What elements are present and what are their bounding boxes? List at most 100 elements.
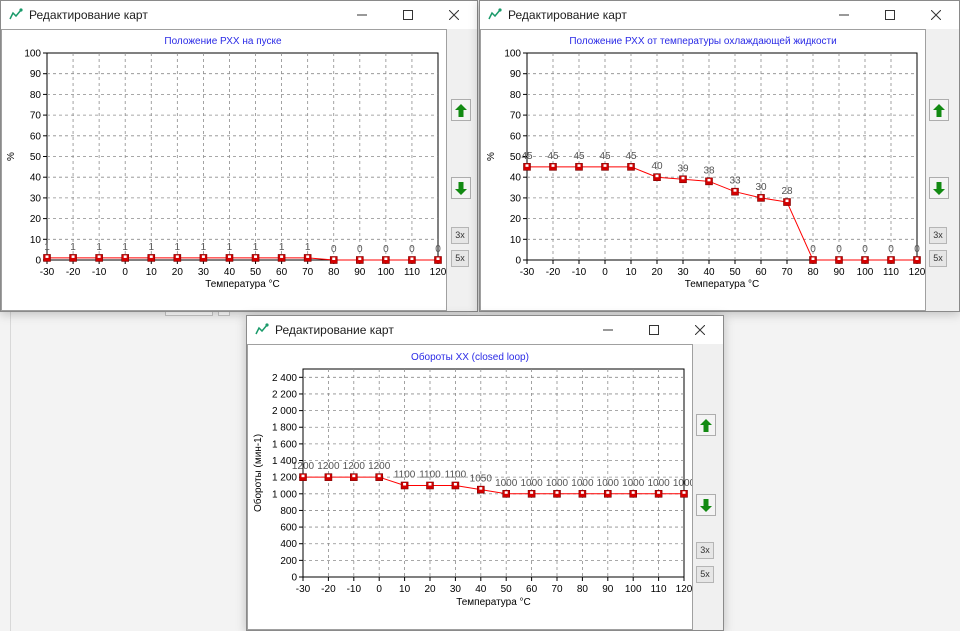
data-point-highlight	[733, 189, 737, 192]
data-point-highlight	[280, 255, 284, 258]
zoom-5x-button[interactable]: 5x	[929, 250, 947, 267]
data-point-label: 28	[781, 186, 793, 197]
x-tick-label: 70	[302, 267, 314, 278]
data-point-highlight	[555, 491, 559, 494]
arrow-down-icon	[933, 182, 945, 195]
x-tick-label: -20	[321, 584, 336, 595]
y-tick-label: 90	[30, 69, 42, 80]
x-tick-label: 30	[677, 267, 689, 278]
y-tick-label: 20	[30, 214, 42, 225]
data-point-highlight	[655, 174, 659, 178]
data-point-highlight	[889, 257, 893, 260]
title-bar[interactable]: Редактирование карт	[1, 1, 477, 29]
data-point-highlight	[603, 164, 607, 167]
y-tick-label: 30	[30, 193, 42, 204]
x-axis-label: Температура °С	[205, 279, 280, 290]
data-point-highlight	[837, 257, 841, 260]
close-button[interactable]	[677, 316, 723, 344]
title-bar[interactable]: Редактирование карт	[480, 1, 959, 29]
chart-panel: Положение РХХ на пуске 0 10 20 30 40 50 60 70 80 9…	[1, 29, 447, 311]
y-tick-label: 20	[510, 214, 522, 225]
arrow-up-icon	[933, 104, 945, 117]
minimize-icon	[839, 14, 849, 16]
data-point-label: 1	[175, 242, 181, 253]
decrease-button[interactable]	[696, 494, 716, 516]
maximize-button[interactable]	[385, 1, 431, 29]
x-tick-label: 120	[909, 267, 925, 278]
title-bar[interactable]: Редактирование карт	[247, 316, 723, 344]
minimize-icon	[603, 329, 613, 331]
data-point-highlight	[149, 255, 153, 258]
x-tick-label: 70	[781, 267, 793, 278]
data-point[interactable]	[477, 485, 485, 494]
y-tick-label: 0	[515, 256, 521, 267]
data-point-label: 1000	[622, 478, 645, 489]
decrease-button[interactable]	[929, 177, 949, 199]
x-tick-label: 0	[602, 267, 608, 278]
plot-area	[302, 368, 685, 578]
chart-coolant-position[interactable]: Положение РХХ от температуры охлаждающей…	[481, 30, 926, 312]
x-tick-label: 90	[833, 267, 845, 278]
window-client: Обороты ХХ (closed loop) 0 200 400 600 800 1 0…	[247, 344, 723, 630]
data-point-highlight	[301, 474, 305, 478]
data-point-highlight	[707, 178, 711, 182]
data-point-label: 0	[914, 244, 920, 255]
y-tick-label: 70	[30, 111, 42, 122]
data-point-label: 1000	[520, 478, 543, 489]
close-button[interactable]	[431, 1, 477, 29]
close-icon	[931, 10, 941, 20]
window-client: Положение РХХ от температуры охлаждающей…	[480, 29, 959, 311]
y-tick-label: 40	[510, 173, 522, 184]
arrow-down-icon	[455, 182, 467, 195]
zoom-3x-button[interactable]: 3x	[696, 542, 714, 559]
maximize-button[interactable]	[631, 316, 677, 344]
increase-button[interactable]	[696, 414, 716, 436]
zoom-5x-button[interactable]: 5x	[451, 250, 469, 267]
minimize-button[interactable]	[585, 316, 631, 344]
x-tick-label: 20	[424, 584, 436, 595]
zoom-3x-button[interactable]: 3x	[451, 227, 469, 244]
x-tick-label: -20	[66, 267, 81, 278]
y-tick-label: 1 000	[272, 489, 297, 500]
data-point-label: 0	[331, 244, 337, 255]
zoom-3x-button[interactable]: 3x	[929, 227, 947, 244]
x-tick-label: 70	[551, 584, 563, 595]
close-button[interactable]	[913, 1, 959, 29]
x-tick-label: 60	[526, 584, 538, 595]
y-tick-label: 40	[30, 173, 42, 184]
y-tick-label: 800	[280, 506, 297, 517]
x-tick-label: 100	[378, 267, 395, 278]
chart-title: Обороты ХХ (closed loop)	[411, 351, 529, 363]
data-point-highlight	[504, 491, 508, 494]
data-point-highlight	[759, 195, 763, 198]
chart-panel: Положение РХХ от температуры охлаждающей…	[480, 29, 926, 311]
data-point-label: 0	[435, 244, 441, 255]
data-point-label: 45	[599, 151, 611, 162]
increase-button[interactable]	[929, 99, 949, 121]
chart-startup-position[interactable]: Положение РХХ на пуске010203040506070809…	[2, 30, 447, 312]
data-point-label: 30	[755, 182, 767, 193]
arrow-up-icon	[455, 104, 467, 117]
data-point-highlight	[227, 255, 231, 258]
data-point-highlight	[332, 257, 336, 260]
zoom-5x-button[interactable]: 5x	[696, 566, 714, 583]
x-tick-label: 40	[703, 267, 715, 278]
increase-button[interactable]	[451, 99, 471, 121]
x-tick-label: 110	[883, 267, 899, 278]
decrease-button[interactable]	[451, 177, 471, 199]
minimize-button[interactable]	[821, 1, 867, 29]
data-point-label: 1200	[343, 461, 366, 472]
data-point-highlight	[175, 255, 179, 258]
x-tick-label: 20	[172, 267, 184, 278]
data-point-highlight	[525, 164, 529, 167]
data-point-label: 1000	[597, 478, 620, 489]
minimize-button[interactable]	[339, 1, 385, 29]
y-tick-label: 70	[510, 111, 522, 122]
x-tick-label: 20	[651, 267, 663, 278]
maximize-button[interactable]	[867, 1, 913, 29]
x-tick-label: 80	[807, 267, 819, 278]
y-tick-label: 1 400	[272, 456, 297, 467]
x-axis-label: Температура °С	[685, 279, 760, 290]
